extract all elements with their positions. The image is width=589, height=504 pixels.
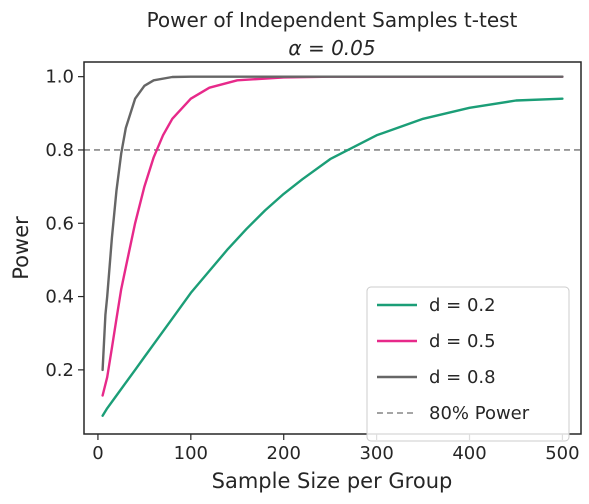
y-tick-label: 1.0	[45, 67, 74, 88]
plot-frame	[83, 61, 582, 435]
legend-box	[366, 286, 570, 442]
y-tick-label: 0.4	[45, 287, 74, 308]
x-tick-label: 400	[452, 443, 486, 464]
legend-label: d = 0.2	[429, 295, 496, 316]
y-axis-label: Power	[9, 216, 33, 280]
chart-title: Power of Independent Samples t-test	[147, 8, 518, 32]
legend-label: 80% Power	[429, 403, 530, 424]
x-tick-label: 300	[359, 443, 393, 464]
x-tick-label: 100	[174, 443, 208, 464]
series-line-1	[101, 97, 564, 417]
y-tick-label: 0.6	[45, 213, 74, 234]
x-tick-label: 200	[267, 443, 301, 464]
chart-subtitle: α = 0.05	[288, 36, 375, 60]
y-tick-label: 0.8	[45, 140, 74, 161]
legend: d = 0.2 d = 0.5 d = 0.8 80% Power	[366, 286, 570, 442]
legend-label: d = 0.5	[429, 331, 496, 352]
x-tick-label: 0	[92, 443, 103, 464]
series-line-3	[101, 75, 564, 372]
x-axis-label: Sample Size per Group	[212, 469, 453, 493]
legend-label: d = 0.8	[429, 367, 496, 388]
x-tick-label: 500	[545, 443, 579, 464]
y-tick-label: 0.2	[45, 360, 74, 381]
